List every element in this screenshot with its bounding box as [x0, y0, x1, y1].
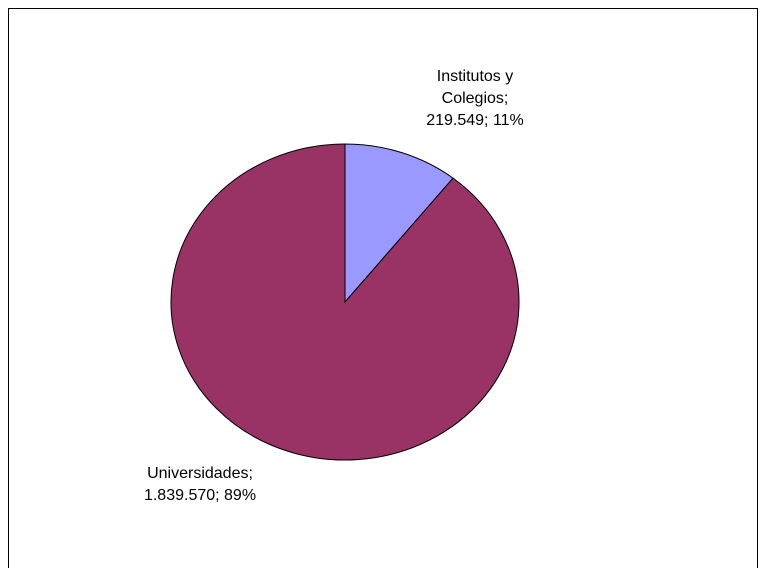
label-universidades: Universidades; 1.839.570; 89%	[130, 463, 270, 507]
label-institutos-y-colegios: Institutos y Colegios; 219.549; 11%	[405, 66, 545, 132]
label-universidades-line-2: 1.839.570; 89%	[143, 487, 257, 504]
label-institutos-line-3: 219.549; 11%	[426, 112, 524, 129]
label-universidades-line-1: Universidades;	[147, 465, 253, 482]
chart-frame	[8, 8, 758, 568]
pie-slice-universidades	[170, 143, 520, 461]
label-institutos-line-2: Colegios;	[441, 90, 509, 107]
label-institutos-line-1: Institutos y	[436, 68, 514, 85]
pie-slice-institutos-y-colegios	[344, 143, 454, 304]
